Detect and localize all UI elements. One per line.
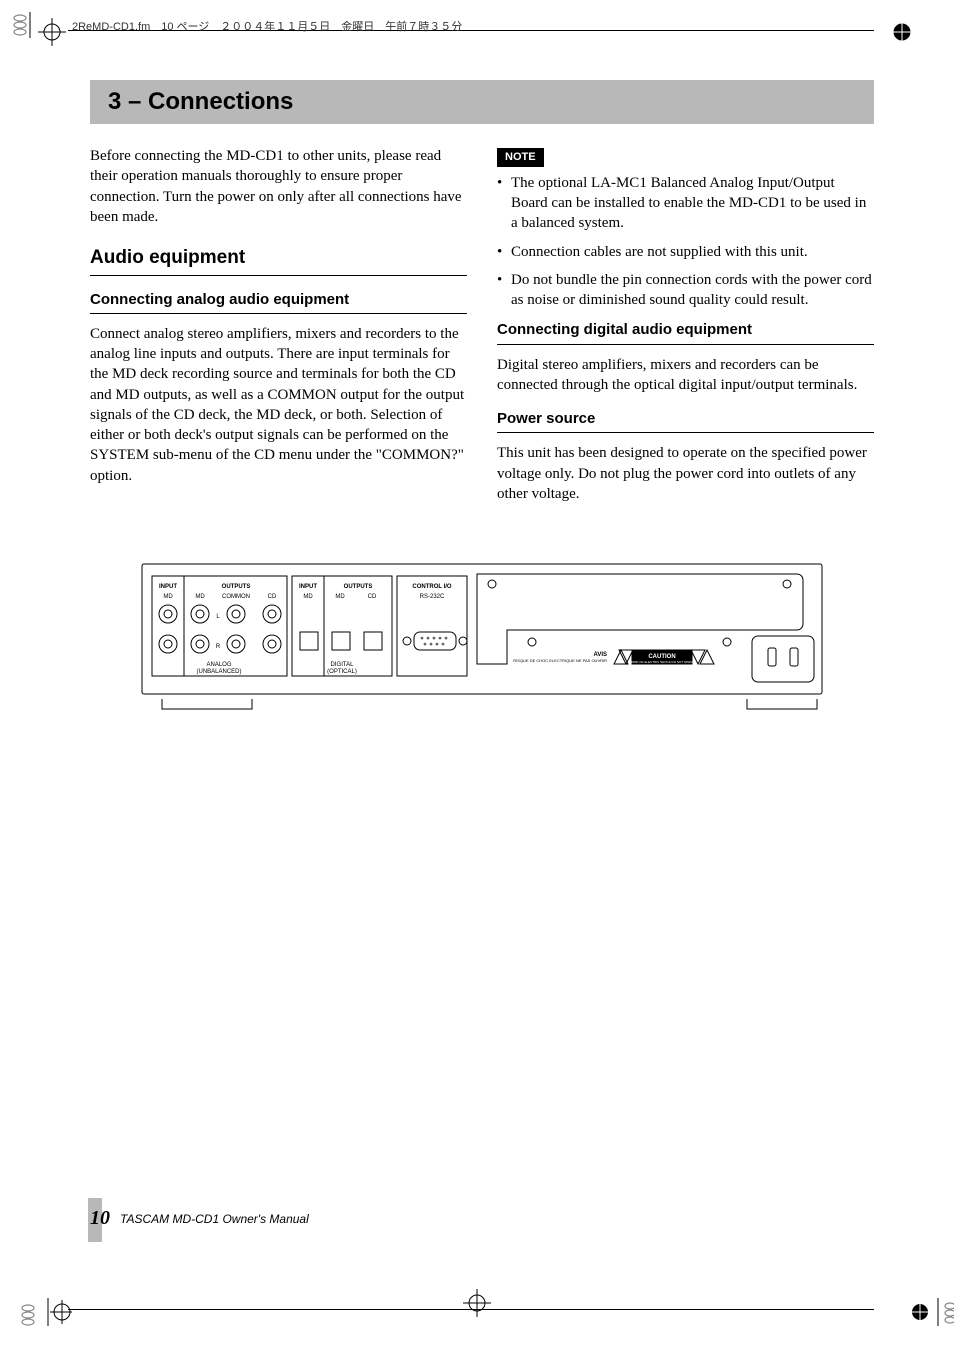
note-item: Connection cables are not supplied with …: [497, 242, 874, 262]
registration-mark-icon: [463, 1289, 491, 1322]
page-number: 10: [90, 1207, 110, 1230]
registration-mark-icon: [888, 18, 916, 46]
subheading-power: Power source: [497, 409, 874, 433]
svg-text:ANALOG: ANALOG: [206, 662, 231, 668]
binder-icon: [12, 12, 34, 44]
svg-text:MD: MD: [163, 594, 173, 600]
page: 2ReMD-CD1.fm 10 ページ ２００４年１１月５日 金曜日 午前７時３…: [0, 0, 954, 1350]
registration-mark-icon: [906, 1298, 934, 1326]
footer-text: TASCAM MD-CD1 Owner's Manual: [120, 1212, 309, 1226]
svg-text:INPUT: INPUT: [159, 584, 177, 590]
svg-text:R: R: [216, 644, 221, 650]
svg-text:L: L: [216, 614, 220, 620]
svg-text:DIGITAL: DIGITAL: [331, 662, 355, 668]
svg-text:INPUT: INPUT: [299, 584, 317, 590]
analog-body: Connect analog stereo amplifiers, mixers…: [90, 324, 467, 486]
header-crop-text: 2ReMD-CD1.fm 10 ページ ２００４年１１月５日 金曜日 午前７時３…: [72, 18, 462, 34]
power-body: This unit has been designed to operate o…: [497, 443, 874, 504]
registration-mark-icon: [38, 18, 66, 46]
svg-text:CD: CD: [268, 594, 277, 600]
svg-text:(OPTICAL): (OPTICAL): [327, 669, 357, 675]
page-footer: 10 TASCAM MD-CD1 Owner's Manual: [90, 1207, 309, 1230]
svg-text:CONTROL I/O: CONTROL I/O: [412, 584, 452, 590]
section-heading-audio: Audio equipment: [90, 245, 467, 276]
intro-paragraph: Before connecting the MD-CD1 to other un…: [90, 146, 467, 227]
svg-text:COMMON: COMMON: [222, 594, 250, 600]
note-label: NOTE: [497, 148, 544, 167]
note-item: The optional LA-MC1 Balanced Analog Inpu…: [497, 173, 874, 234]
subheading-digital: Connecting digital audio equipment: [497, 320, 874, 344]
svg-text:MD: MD: [335, 594, 345, 600]
svg-text:MD: MD: [303, 594, 313, 600]
registration-mark-icon: [44, 1298, 72, 1326]
chapter-title-bar: 3 – Connections: [90, 80, 874, 124]
subheading-analog: Connecting analog audio equipment: [90, 290, 467, 314]
svg-text:RISK OF ELECTRIC SHOCK DO NOT: RISK OF ELECTRIC SHOCK DO NOT OPEN: [632, 660, 693, 664]
note-item: Do not bundle the pin connection cords w…: [497, 270, 874, 311]
svg-text:RS-232C: RS-232C: [420, 594, 445, 600]
svg-text:CD: CD: [368, 594, 377, 600]
content-area: 3 – Connections Before connecting the MD…: [90, 80, 874, 744]
svg-text:(UNBALANCED): (UNBALANCED): [196, 669, 241, 675]
note-list: The optional LA-MC1 Balanced Analog Inpu…: [497, 173, 874, 311]
digital-body: Digital stereo amplifiers, mixers and re…: [497, 355, 874, 396]
svg-text:RISQUE DE CHOC ELECTRIQUE NE P: RISQUE DE CHOC ELECTRIQUE NE PAS OUVRIR: [513, 658, 607, 663]
chapter-title: 3 – Connections: [108, 88, 856, 116]
svg-text:MD: MD: [195, 594, 205, 600]
left-column: Before connecting the MD-CD1 to other un…: [90, 146, 467, 518]
two-column-layout: Before connecting the MD-CD1 to other un…: [90, 146, 874, 518]
rear-panel-diagram: INPUT OUTPUTS MD MD COMMON CD L R ANALOG…: [90, 554, 874, 744]
right-column: NOTE The optional LA-MC1 Balanced Analog…: [497, 146, 874, 518]
svg-text:OUTPUTS: OUTPUTS: [344, 584, 373, 590]
svg-text:OUTPUTS: OUTPUTS: [222, 584, 251, 590]
